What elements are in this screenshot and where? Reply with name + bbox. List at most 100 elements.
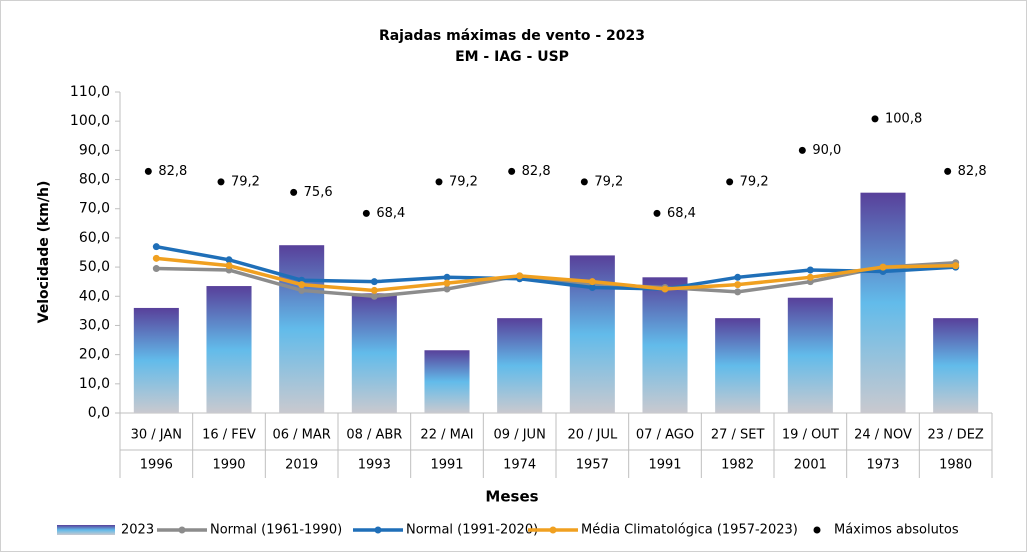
data-label: 90,0 <box>812 143 841 158</box>
line <box>156 244 956 291</box>
x-tick-year: 1980 <box>939 458 972 473</box>
x-tick-year: 1996 <box>140 458 173 473</box>
x-tick-year: 2001 <box>794 458 827 473</box>
point <box>580 178 588 186</box>
x-tick-label: 27 / SET <box>711 428 765 443</box>
y-tick-label: 90,0 <box>79 142 110 158</box>
data-label: 75,6 <box>304 185 333 200</box>
bar <box>787 297 833 413</box>
point <box>290 188 298 196</box>
data-label: 68,4 <box>376 206 405 221</box>
line-marker <box>298 286 306 294</box>
x-tick-label: 08 / ABR <box>346 428 402 443</box>
point <box>362 209 370 217</box>
line-marker <box>516 272 524 280</box>
line-marker <box>370 286 378 294</box>
bar <box>497 318 543 413</box>
y-tick-label: 40,0 <box>79 288 110 304</box>
line-marker <box>588 284 596 292</box>
line-marker <box>806 273 814 281</box>
data-label: 100,8 <box>885 111 922 126</box>
x-tick-year: 1974 <box>503 458 536 473</box>
x-tick-label: 20 / JUL <box>567 428 618 443</box>
point <box>653 209 661 217</box>
x-tick-label: 23 / DEZ <box>928 428 984 443</box>
x-axis-label: Meses <box>485 488 538 506</box>
x-tick-year: 1993 <box>358 458 391 473</box>
line-marker <box>806 266 814 274</box>
legend-label: Média Climatológica (1957-2023) <box>581 523 798 538</box>
bar <box>206 286 252 413</box>
legend-marker <box>813 526 821 534</box>
x-tick-label: 24 / NOV <box>854 428 912 443</box>
point <box>871 115 879 123</box>
line-marker <box>443 273 451 281</box>
x-tick-year: 1991 <box>430 458 463 473</box>
bar <box>133 307 179 413</box>
data-label: 79,2 <box>449 174 478 189</box>
x-tick-label: 16 / FEV <box>202 428 256 443</box>
y-tick-label: 60,0 <box>79 230 110 246</box>
data-label: 68,4 <box>667 206 696 221</box>
y-tick-label: 20,0 <box>79 347 110 363</box>
x-tick-year: 1973 <box>866 458 899 473</box>
line-marker <box>443 285 451 293</box>
bar <box>279 245 325 413</box>
line-marker <box>225 256 233 264</box>
bar <box>642 277 688 413</box>
bar <box>351 293 397 413</box>
point <box>798 146 806 154</box>
point <box>435 178 443 186</box>
line-marker <box>152 265 160 273</box>
legend-marker <box>549 526 557 534</box>
bar <box>424 350 470 413</box>
point <box>726 178 734 186</box>
point <box>217 178 225 186</box>
line-marker <box>952 262 960 270</box>
bar <box>715 318 761 413</box>
line-marker <box>298 281 306 289</box>
chart-subtitle: EM - IAG - USP <box>455 49 569 65</box>
legend-label: Normal (1961-1990) <box>210 523 342 538</box>
legend-marker <box>374 526 382 534</box>
bar <box>933 318 979 413</box>
y-tick-label: 110,0 <box>70 84 110 100</box>
line-marker <box>370 278 378 286</box>
line-marker <box>879 263 887 271</box>
y-tick-label: 0,0 <box>88 405 110 421</box>
data-label: 79,2 <box>231 174 260 189</box>
x-tick-label: 09 / JUN <box>494 428 546 443</box>
point <box>508 167 516 175</box>
line-marker <box>734 273 742 281</box>
line-marker <box>734 281 742 289</box>
y-tick-label: 10,0 <box>79 376 110 392</box>
data-label: 79,2 <box>594 174 623 189</box>
data-label: 82,8 <box>158 164 187 179</box>
y-tick-label: 70,0 <box>79 201 110 217</box>
x-tick-year: 2019 <box>285 458 318 473</box>
line-marker <box>588 278 596 286</box>
data-label: 79,2 <box>740 174 769 189</box>
line-marker <box>225 262 233 270</box>
y-axis-label: Velocidade (km/h) <box>36 181 52 324</box>
x-tick-label: 30 / JAN <box>131 428 182 443</box>
point <box>944 167 952 175</box>
point <box>144 167 152 175</box>
y-tick-label: 30,0 <box>79 317 110 333</box>
x-tick-label: 22 / MAI <box>420 428 473 443</box>
line-marker <box>661 285 669 293</box>
legend-label: Normal (1991-2020) <box>406 523 538 538</box>
line-marker <box>370 292 378 300</box>
x-tick-year: 1957 <box>576 458 609 473</box>
x-tick-label: 06 / MAR <box>272 428 330 443</box>
line-marker <box>734 288 742 296</box>
data-label: 82,8 <box>522 164 551 179</box>
x-tick-label: 07 / AGO <box>636 428 694 443</box>
y-tick-label: 50,0 <box>79 259 110 275</box>
bar <box>860 192 906 413</box>
chart-title: Rajadas máximas de vento - 2023 <box>379 28 645 44</box>
line <box>156 256 956 293</box>
y-tick-label: 100,0 <box>70 113 110 129</box>
legend-marker <box>178 526 186 534</box>
